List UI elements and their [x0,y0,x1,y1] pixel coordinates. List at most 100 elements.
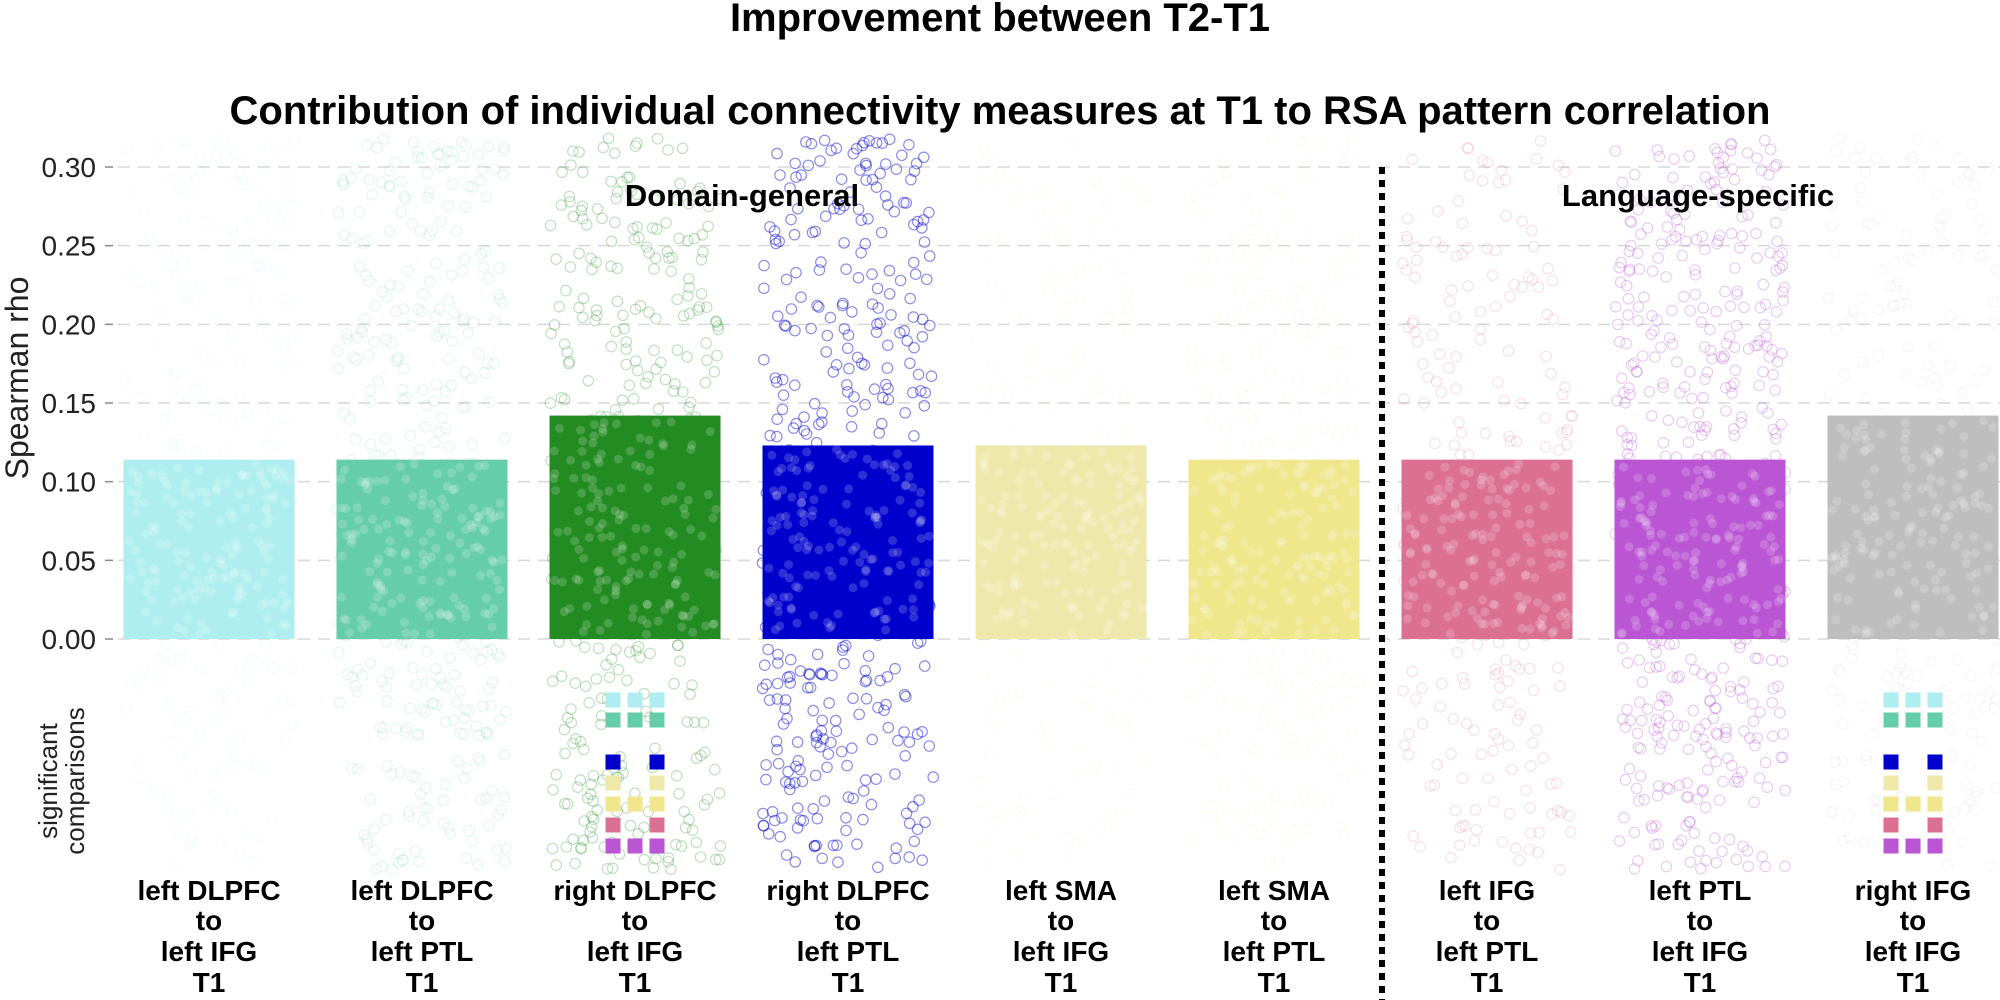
data-point [1502,739,1515,752]
data-point [458,312,470,325]
data-point [400,392,413,404]
data-point [1296,135,1308,148]
data-point [1856,195,1869,208]
significance-marker [649,775,665,791]
data-point [425,678,438,690]
bar-point [625,446,635,456]
bar-point [1088,518,1098,527]
data-point [1045,266,1057,279]
data-point [758,259,770,272]
bar-point [1320,587,1330,597]
bar-point [802,481,812,491]
bar-point [1339,585,1349,595]
y-tick-label: 0.10 [42,467,97,498]
data-point [1286,748,1299,761]
data-point [1504,696,1516,709]
data-point [1965,670,1977,682]
data-point [195,663,208,675]
data-point [346,232,358,244]
data-point [1245,300,1258,313]
bar-point [1909,620,1919,630]
data-point [1492,699,1505,711]
data-point [1652,722,1665,734]
bar-point [1340,460,1350,470]
data-point [802,159,815,172]
data-point [474,755,487,767]
data-point [1088,758,1101,771]
data-point [1508,278,1521,291]
data-point [807,802,819,815]
data-point [228,229,241,241]
data-point [1140,754,1152,767]
bar-point [447,468,457,478]
bar-point [215,558,225,568]
data-point [240,826,253,839]
data-point [651,132,664,145]
data-point [674,655,686,667]
bar-point [809,610,819,620]
data-point [1615,256,1627,269]
data-point [265,814,278,827]
data-point [638,821,650,834]
data-point [497,141,510,154]
data-point [1699,243,1711,256]
bar-point [1079,499,1089,509]
data-point [1559,381,1571,393]
bar-point [1552,593,1562,603]
bar-point [484,609,493,619]
data-point [194,152,207,165]
data-point [661,245,674,258]
data-point [1059,201,1072,214]
data-point [267,265,280,277]
bar-point [1097,447,1107,457]
data-point [465,372,478,385]
bar-point [1191,593,1201,603]
data-point [1822,292,1835,305]
bar-point [1472,613,1482,623]
data-point [584,826,596,838]
bar-point [680,510,690,519]
data-point [623,171,636,183]
data-point [1764,143,1777,156]
data-point [1402,749,1415,761]
bar-point [1476,480,1486,490]
bar-point [1941,585,1951,594]
significant-comparisons-label-line1: significant [33,722,63,838]
bar-point [1931,585,1941,595]
bar-point [252,582,262,592]
bar-point [1076,524,1086,534]
bar-point [1277,537,1287,547]
data-point [267,661,279,674]
data-point [170,249,182,262]
data-point [576,166,589,178]
bar-point [476,545,486,555]
bar-point [124,536,134,546]
bar-point [1305,562,1315,572]
data-point [774,169,786,181]
category-label: to [196,905,222,936]
category-label: left PTL [371,936,474,967]
data-point [585,778,598,791]
data-point [544,397,557,409]
bar-point [387,548,397,558]
data-point [421,192,434,204]
data-point [1265,675,1278,688]
data-point [995,808,1007,820]
data-point [1267,133,1280,145]
bar-point [1774,500,1784,510]
data-point [1989,665,2000,677]
data-point [1397,257,1409,269]
bar-point [1561,620,1571,630]
data-point [826,669,838,682]
data-point [629,140,642,152]
data-point [364,384,377,397]
data-point [623,646,636,658]
bar-point [797,498,807,507]
data-point [1750,227,1762,240]
bar-point [1865,627,1875,637]
data-point [807,704,819,717]
data-point [1777,294,1789,307]
data-point [830,725,843,737]
data-point [1756,850,1768,863]
bar-point [858,470,868,480]
